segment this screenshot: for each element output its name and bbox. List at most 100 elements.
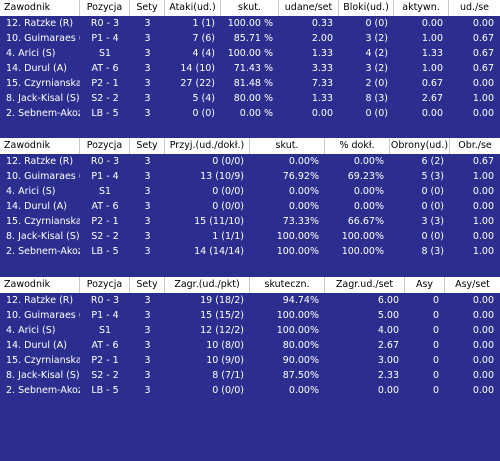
table-row[interactable]: 10. Guimaraes (P) P1 - 4 3 13 (10/9) 76.92% 6… (0, 169, 500, 184)
cell-aces-per-set: 0.00 (472, 370, 494, 381)
cell-serves-per-set: 2.67 (377, 340, 399, 351)
column-header-sets[interactable]: Sety (130, 0, 165, 16)
cell-player: 4. Arici (S) (6, 325, 56, 336)
table-row[interactable]: 10. Guimaraes (P) P1 - 4 3 7 (6) 85.71 % 2.00… (0, 31, 500, 46)
cell-position: AT - 6 (91, 201, 119, 212)
cell-player: 10. Guimaraes (P) (6, 310, 80, 321)
column-header-player[interactable]: Zawodnik (0, 277, 80, 293)
column-header-aces-per-set[interactable]: Asy/set (455, 279, 490, 290)
column-header-block-activity[interactable]: aktywn. (394, 0, 449, 16)
cell-player: 8. Jack-Kisal (S) (6, 93, 80, 104)
cell-block-activity: 0.00 (421, 18, 443, 29)
column-header-reception-efficiency[interactable]: skut. (250, 138, 325, 154)
cell-digs: 0 (0) (421, 186, 444, 197)
column-header-accuracy[interactable]: % dokł. (325, 138, 390, 154)
cell-sets: 3 (144, 216, 151, 227)
column-header-position[interactable]: Pozycja (80, 0, 130, 16)
column-header-player[interactable]: Zawodnik (0, 138, 80, 154)
cell-player: 14. Durul (A) (6, 63, 67, 74)
cell-sets: 3 (144, 246, 151, 257)
table-row[interactable]: 10. Guimaraes (P) P1 - 4 3 15 (15/2) 100.00%… (0, 308, 500, 323)
column-header-position[interactable]: Pozycja (80, 277, 130, 293)
cell-attacks-per-set: 3.33 (311, 63, 333, 74)
cell-attacks: 1 (1) (192, 18, 215, 29)
column-header-aces[interactable]: Asy (405, 277, 445, 293)
table-row[interactable]: 4. Arici (S) S1 3 4 (4) 100.00 % 1.33 4 (2) 1.3… (0, 46, 500, 61)
column-header-attack-efficiency[interactable]: skut. (221, 0, 279, 16)
cell-sets: 3 (144, 310, 151, 321)
cell-sets: 3 (144, 186, 151, 197)
table-row[interactable]: 12. Ratzke (R) R0 - 3 3 0 (0/0) 0.00% 0.00% 6 … (0, 154, 500, 169)
cell-blocks-per-set: 0.67 (472, 48, 494, 59)
cell-sets: 3 (144, 355, 151, 366)
cell-accuracy: 69.23% (347, 171, 384, 182)
cell-aces: 0 (432, 325, 439, 336)
cell-attacks-per-set: 0.00 (311, 108, 333, 119)
cell-digs: 6 (2) (421, 156, 444, 167)
cell-position: AT - 6 (91, 340, 119, 351)
cell-attacks: 27 (22) (180, 78, 215, 89)
cell-player: 12. Ratzke (R) (6, 295, 74, 306)
table-row[interactable]: 14. Durul (A) AT - 6 3 10 (8/0) 80.00% 2.67 0 0… (0, 338, 500, 353)
cell-position: AT - 6 (91, 63, 119, 74)
table-row[interactable]: 8. Jack-Kisal (S) S2 - 2 3 1 (1/1) 100.00% 10… (0, 229, 500, 244)
table-row[interactable]: 12. Ratzke (R) R0 - 3 3 1 (1) 100.00 % 0.33 0 … (0, 16, 500, 31)
table-row[interactable]: 2. Sebnem-Akoz (L) LB - 5 3 0 (0) 0.00 % 0.00… (0, 106, 500, 121)
cell-digs-per-set: 0.00 (472, 186, 494, 197)
table-row[interactable]: 15. Czyrnianska (P) P2 - 1 3 15 (11/10) 73.3… (0, 214, 500, 229)
column-header-player[interactable]: Zawodnik (0, 0, 80, 16)
column-header-sets[interactable]: Sety (130, 138, 165, 154)
cell-player: 2. Sebnem-Akoz (L) (6, 108, 80, 119)
cell-player: 2. Sebnem-Akoz (L) (6, 246, 80, 257)
cell-attack-efficiency: 80.00 % (233, 93, 273, 104)
cell-digs: 8 (3) (421, 246, 444, 257)
cell-sets: 3 (144, 93, 151, 104)
cell-position: P1 - 4 (91, 310, 119, 321)
cell-receptions: 0 (0/0) (212, 201, 244, 212)
cell-attacks: 0 (0) (192, 108, 215, 119)
table-row[interactable]: 15. Czyrnianska (P) P2 - 1 3 27 (22) 81.48 %… (0, 76, 500, 91)
table-row[interactable]: 2. Sebnem-Akoz (L) LB - 5 3 0 (0/0) 0.00% 0.0… (0, 383, 500, 398)
cell-serves: 0 (0/0) (212, 385, 244, 396)
cell-reception-efficiency: 0.00% (288, 156, 319, 167)
cell-sets: 3 (144, 18, 151, 29)
column-header-blocks[interactable]: Bloki(ud.) (339, 0, 394, 16)
cell-serves: 12 (12/2) (200, 325, 244, 336)
column-header-serves-per-set[interactable]: Zagr.ud./set (325, 277, 405, 293)
cell-player: 10. Guimaraes (P) (6, 171, 80, 182)
cell-receptions: 1 (1/1) (212, 231, 244, 242)
table-row[interactable]: 8. Jack-Kisal (S) S2 - 2 3 5 (4) 80.00 % 1.33… (0, 91, 500, 106)
cell-reception-efficiency: 0.00% (288, 186, 319, 197)
column-header-blocks-per-set[interactable]: ud./se (459, 2, 490, 13)
cell-serves-per-set: 5.00 (377, 310, 399, 321)
cell-serves: 15 (15/2) (200, 310, 244, 321)
column-header-digs-per-set[interactable]: Obr./se (458, 140, 492, 151)
column-header-attacks[interactable]: Ataki(ud.) (165, 0, 221, 16)
cell-serves-per-set: 3.00 (377, 355, 399, 366)
table-row[interactable]: 2. Sebnem-Akoz (L) LB - 5 3 14 (14/14) 100.0… (0, 244, 500, 259)
table-row[interactable]: 15. Czyrnianska (P) P2 - 1 3 10 (9/0) 90.00%… (0, 353, 500, 368)
cell-aces-per-set: 0.00 (472, 295, 494, 306)
column-header-receptions[interactable]: Przyj.(ud./dokł.) (165, 138, 250, 154)
table-row[interactable]: 14. Durul (A) AT - 6 3 14 (10) 71.43 % 3.33 3 … (0, 61, 500, 76)
table-row[interactable]: 8. Jack-Kisal (S) S2 - 2 3 8 (7/1) 87.50% 2.3… (0, 368, 500, 383)
cell-accuracy: 0.00% (353, 201, 384, 212)
cell-blocks-per-set: 0.67 (472, 63, 494, 74)
table-row[interactable]: 12. Ratzke (R) R0 - 3 3 19 (18/2) 94.74% 6.00… (0, 293, 500, 308)
table-row[interactable]: 14. Durul (A) AT - 6 3 0 (0/0) 0.00% 0.00% 0 (… (0, 199, 500, 214)
column-header-digs[interactable]: Obrony(ud.) (390, 138, 450, 154)
table-row[interactable]: 4. Arici (S) S1 3 0 (0/0) 0.00% 0.00% 0 (0) 0.0… (0, 184, 500, 199)
cell-blocks: 8 (3) (365, 93, 388, 104)
column-header-serve-efficiency[interactable]: skuteczn. (250, 277, 325, 293)
cell-sets: 3 (144, 370, 151, 381)
cell-sets: 3 (144, 78, 151, 89)
table-row[interactable]: 4. Arici (S) S1 3 12 (12/2) 100.00% 4.00 0 0.00 (0, 323, 500, 338)
column-header-sets[interactable]: Sety (130, 277, 165, 293)
column-header-serves[interactable]: Zagr.(ud./pkt) (165, 277, 250, 293)
table-header: Zawodnik Pozycja Sety Zagr.(ud./pkt) skutecz… (0, 277, 500, 293)
column-header-position[interactable]: Pozycja (80, 138, 130, 154)
cell-position: P2 - 1 (91, 355, 119, 366)
cell-serves: 19 (18/2) (200, 295, 244, 306)
column-header-attacks-per-set[interactable]: udane/set (279, 0, 339, 16)
cell-position: P1 - 4 (91, 33, 119, 44)
